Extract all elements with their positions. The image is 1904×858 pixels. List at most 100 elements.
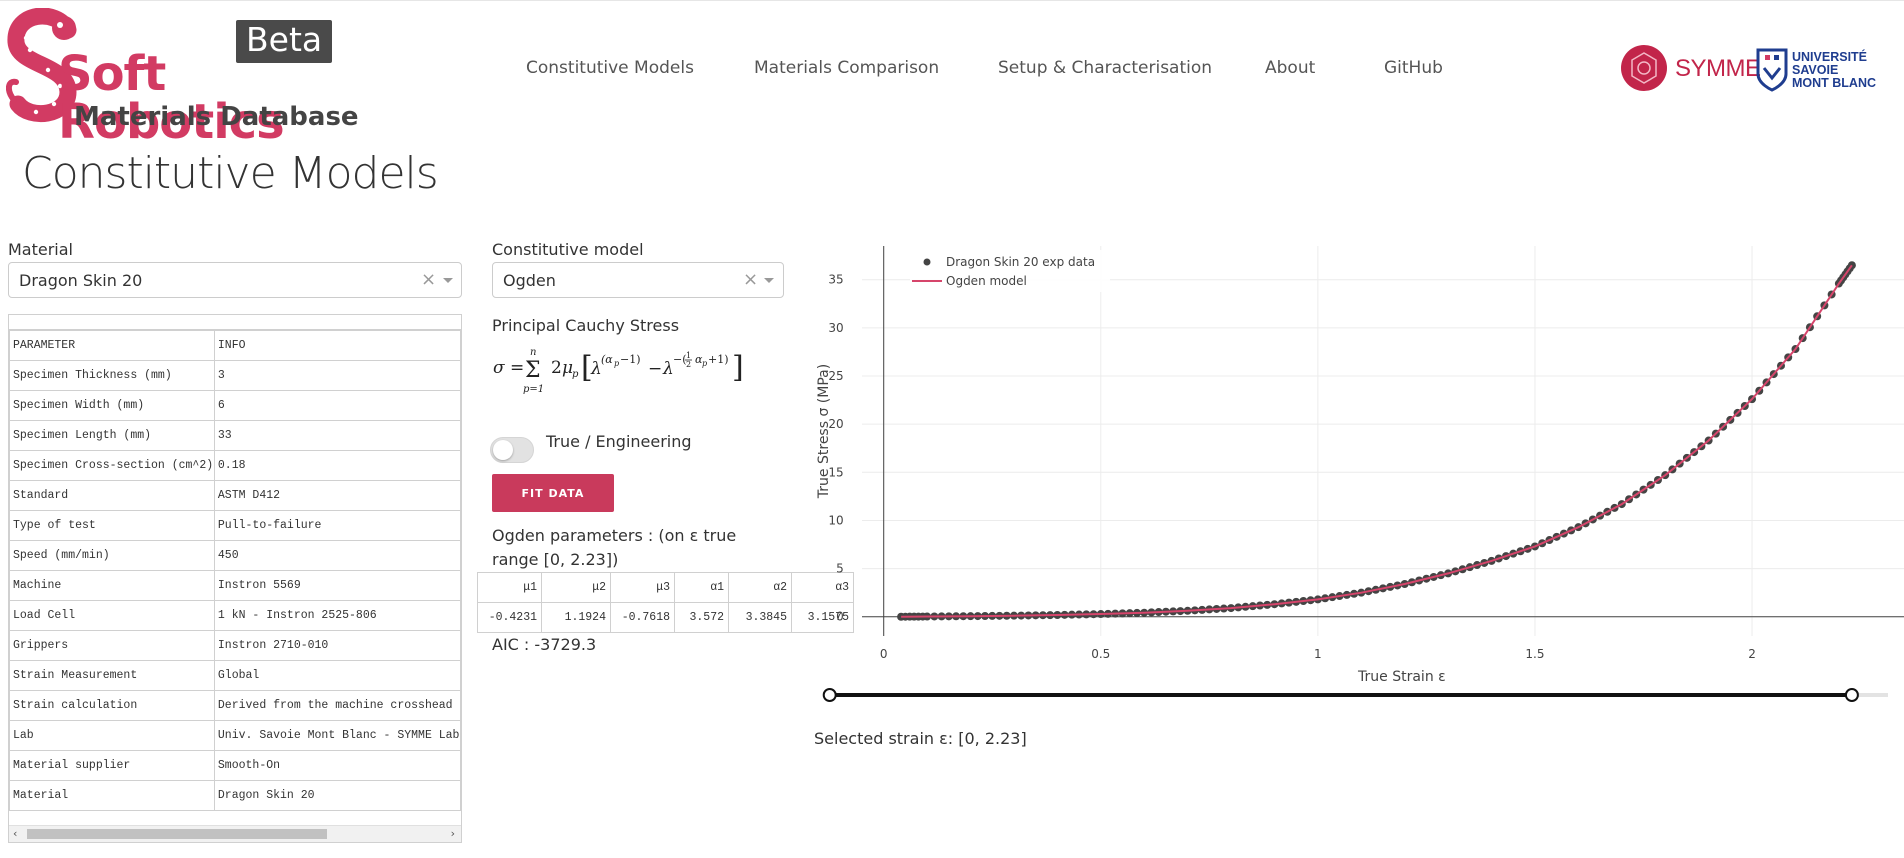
nav-about[interactable]: About xyxy=(1265,58,1316,78)
info-cell: 450 xyxy=(213,540,461,571)
coef-value-cell: -0.4231 xyxy=(477,602,542,633)
info-cell: Instron 5569 xyxy=(213,570,461,601)
parameters-table-container: PARAMETER INFO Specimen Thickness (mm) 3 Spe… xyxy=(8,314,462,843)
table-top-spacer xyxy=(9,315,461,330)
parameter-cell: Specimen Thickness (mm) xyxy=(9,360,215,391)
scroll-left-icon[interactable]: ‹ xyxy=(13,827,18,840)
chevron-down-icon[interactable] xyxy=(443,278,453,283)
parameter-cell: Machine xyxy=(9,570,215,601)
info-cell: Instron 2710-010 xyxy=(213,630,461,661)
table-row: Strain calculation Derived from the machi… xyxy=(9,690,461,721)
table-row: Grippers Instron 2710-010 xyxy=(9,630,461,661)
symme-logo-icon[interactable] xyxy=(1620,44,1678,92)
parameter-cell: Type of test xyxy=(9,510,215,541)
x-tick-label: 0 xyxy=(880,647,888,661)
table-row: Machine Instron 5569 xyxy=(9,570,461,601)
svg-text:n: n xyxy=(530,347,536,358)
scroll-right-icon[interactable]: › xyxy=(450,827,455,840)
parameter-cell: Material supplier xyxy=(9,750,215,781)
y-tick-label: 35 xyxy=(828,273,843,287)
coef-header-cell: μ3 xyxy=(610,572,675,603)
svg-text:+1): +1) xyxy=(708,353,729,366)
svg-text:−1): −1) xyxy=(620,353,641,366)
range-slider-max-handle[interactable] xyxy=(1844,688,1859,702)
page-title: Constitutive Models xyxy=(22,148,439,199)
info-cell: 33 xyxy=(213,420,461,451)
x-tick-label: 1.5 xyxy=(1525,647,1544,661)
table-row: Specimen Cross-section (cm^2) 0.18 xyxy=(9,450,461,481)
svg-text:μ: μ xyxy=(562,358,573,378)
info-cell: Pull-to-failure xyxy=(213,510,461,541)
parameter-cell: Standard xyxy=(9,480,215,511)
symme-logo-text: SYMME xyxy=(1675,55,1761,82)
range-slider-min-handle[interactable] xyxy=(822,688,837,702)
parameter-cell: Speed (mm/min) xyxy=(9,540,215,571)
coef-header-cell: α1 xyxy=(674,572,729,603)
clear-icon[interactable]: × xyxy=(421,269,437,290)
chevron-down-icon[interactable] xyxy=(764,278,774,283)
x-tick-label: 0.5 xyxy=(1091,647,1110,661)
aic-value: AIC : -3729.3 xyxy=(492,635,597,654)
clear-icon[interactable]: × xyxy=(743,269,759,290)
top-border xyxy=(0,0,1904,1)
table-row: Specimen Thickness (mm) 3 xyxy=(9,360,461,391)
info-cell: Univ. Savoie Mont Blanc - SYMME Lab xyxy=(213,720,461,751)
nav-constitutive-models[interactable]: Constitutive Models xyxy=(526,58,694,78)
parameter-cell: Material xyxy=(9,780,215,811)
coef-value-cell: 1.1924 xyxy=(541,602,611,633)
ogden-coefficients-table: μ1 μ2 μ3 α1 α2 α3 -0.4231 1.1924 -0.7618 3.572 3.… xyxy=(477,572,854,633)
ogden-params-caption: Ogden parameters : (on ε true range [0, … xyxy=(492,526,737,569)
selected-strain-text: Selected strain ε: [0, 2.23] xyxy=(814,729,1027,748)
y-tick-label: 15 xyxy=(828,465,843,479)
true-engineering-toggle[interactable] xyxy=(490,437,534,463)
nav-setup-characterisation[interactable]: Setup & Characterisation xyxy=(998,58,1213,78)
table-row: Load Cell 1 kN - Instron 2525-806 xyxy=(9,600,461,631)
svg-text:p=1: p=1 xyxy=(523,384,544,395)
usmb-line: SAVOIE xyxy=(1792,63,1839,77)
material-select-value: Dragon Skin 20 xyxy=(19,271,143,290)
fit-data-button[interactable]: FIT DATA xyxy=(492,474,614,512)
octopus-logo-icon xyxy=(6,8,77,123)
usmb-shield-icon[interactable] xyxy=(1756,46,1788,92)
x-axis-label: True Strain ε xyxy=(1357,669,1446,685)
y-tick-label: 10 xyxy=(828,513,843,527)
svg-text:]: ] xyxy=(732,350,744,385)
logo-subtitle: Materials Database xyxy=(74,102,359,132)
y-tick-label: 25 xyxy=(828,369,843,383)
nav-github[interactable]: GitHub xyxy=(1384,58,1443,78)
y-axis-label: True Stress σ (MPa) xyxy=(816,364,832,499)
material-select[interactable]: Dragon Skin 20 × xyxy=(8,262,462,298)
model-select[interactable]: Ogden × xyxy=(492,262,784,298)
parameter-cell: Grippers xyxy=(9,630,215,661)
svg-text:2: 2 xyxy=(686,360,691,369)
toggle-knob xyxy=(493,440,513,460)
parameter-cell: Strain calculation xyxy=(9,690,215,721)
info-cell: 1 kN - Instron 2525-806 xyxy=(213,600,461,631)
table-row: Lab Univ. Savoie Mont Blanc - SYMME Lab xyxy=(9,720,461,751)
coef-value-cell: 3.3845 xyxy=(728,602,792,633)
horizontal-scrollbar[interactable]: ‹ › xyxy=(9,825,461,842)
coef-header-cell: α2 xyxy=(728,572,792,603)
ogden-model-line xyxy=(901,264,1853,618)
parameters-table: PARAMETER INFO Specimen Thickness (mm) 3 Spe… xyxy=(9,330,461,811)
parameter-cell: Specimen Length (mm) xyxy=(9,420,215,451)
toggle-label: True / Engineering xyxy=(546,432,692,451)
scrollbar-thumb[interactable] xyxy=(27,829,327,839)
legend-label-model: Ogden model xyxy=(946,274,1027,288)
coef-header-row: μ1 μ2 μ3 α1 α2 α3 xyxy=(477,572,854,603)
parameter-cell: Specimen Cross-section (cm^2) xyxy=(9,450,215,481)
site-logo[interactable]: Soft Robotics Materials Database Beta xyxy=(6,8,376,146)
nav-materials-comparison[interactable]: Materials Comparison xyxy=(754,58,940,78)
svg-text:−(: −( xyxy=(673,353,687,366)
legend-label-exp: Dragon Skin 20 exp data xyxy=(946,255,1095,269)
info-cell: Global xyxy=(213,660,461,691)
info-cell: Smooth-On xyxy=(213,750,461,781)
svg-text:σ =: σ = xyxy=(493,358,524,378)
table-row: Speed (mm/min) 450 xyxy=(9,540,461,571)
info-cell: Derived from the machine crosshead xyxy=(213,690,461,721)
y-tick-label: 0 xyxy=(836,610,844,624)
table-row: Specimen Width (mm) 6 xyxy=(9,390,461,421)
table-row: Strain Measurement Global xyxy=(9,660,461,691)
svg-text:−: − xyxy=(648,359,662,379)
